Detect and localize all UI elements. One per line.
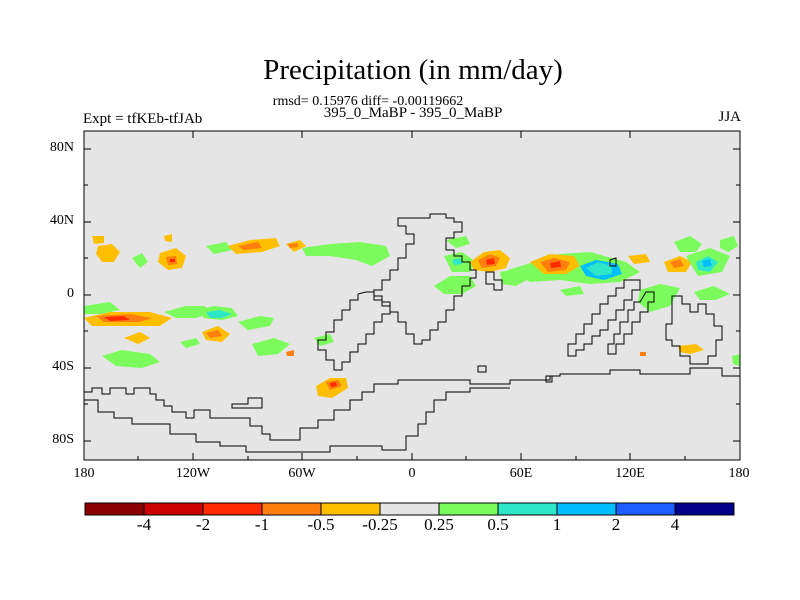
colorbar-label: -0.25 [362,515,398,534]
coastlines [84,213,740,453]
anomaly-patch [84,302,120,314]
anomaly-patch [628,254,650,264]
lat-label-eq: 0 [67,286,74,301]
coastline-india [567,279,641,357]
anomaly-patch [670,259,684,268]
anomaly-patch [446,236,470,248]
anomaly-patch [674,236,702,252]
coastline-indochina [607,291,655,355]
colorbar-swatch [438,502,499,516]
colorbar-label: 4 [670,515,680,534]
anomaly-patch [164,306,214,318]
coastline-africa [373,213,477,345]
anomaly-patch [702,259,712,267]
map-background [84,131,740,460]
lat-label-40n: 40N [49,213,74,228]
colorbar-label: -4 [136,515,152,534]
lat-label-80n: 80N [49,140,74,155]
anomaly-patch [132,253,148,268]
anomaly-patch [180,338,200,348]
anomaly-patch [238,242,262,250]
anomaly-patch [206,242,232,254]
coastline-antarctica-inner [84,387,510,453]
anomaly-patch [102,350,160,368]
anomaly-patch [452,258,462,265]
coastline-arabia [485,271,503,291]
anomaly-patch [96,244,120,262]
experiment-label: Expt = tfKEb-tfJAb [83,111,203,127]
colorbar-label: -2 [195,515,211,534]
anomaly-patch [678,344,704,354]
anomaly-patch [238,316,274,330]
anomaly-patch [288,243,298,248]
lon-label-0: 0 [408,466,416,481]
colorbar-label: 1 [552,515,562,534]
axis-ticks [84,131,740,460]
colorbar-swatch [379,502,440,516]
anomaly-patch [586,262,612,276]
lat-label-40s: 40S [52,359,74,374]
anomaly-patch [104,316,130,321]
coastline-south-america [317,291,391,371]
lon-label-60e: 60E [509,466,533,481]
chart-subtitle: 395_0_MaBP - 395_0_MaBP [323,105,503,121]
anomaly-patch [124,332,150,344]
anomaly-patch [206,310,232,318]
lon-label-120w: 120W [175,466,211,481]
anomaly-patch [92,236,104,244]
lat-label-80s: 80S [52,432,74,447]
anomaly-patch [640,352,646,356]
colorbar-swatch [320,502,381,516]
coastline-island [609,257,617,267]
colorbar-label: -0.5 [307,515,335,534]
anomaly-patch [434,276,476,294]
coastline-antarctica [84,367,740,441]
colorbar-label: 0.5 [487,515,509,534]
colorbar-label: 2 [611,515,621,534]
colorbar-label: -1 [254,515,270,534]
season-label: JJA [718,109,741,125]
colorbar-swatch [261,502,322,516]
anomaly-patch [302,242,390,266]
colorbar-swatch [143,502,204,516]
coastline-australia [665,295,723,365]
anomaly-patch [486,258,495,265]
chart-title: Precipitation (in mm/day) [263,54,563,86]
colorbar [84,502,735,516]
colorbar-swatch [497,502,558,516]
colorbar-swatch [202,502,263,516]
anomaly-patch [170,259,175,262]
coastline-island [477,365,487,373]
coastline-peninsula [231,397,263,409]
anomaly-patch [286,350,294,356]
anomaly-patch [330,382,337,387]
colorbar-swatch [674,502,735,516]
anomaly-patch [252,338,290,356]
lon-label-120e: 120E [615,466,645,481]
stats-text: rmsd= 0.15976 diff= -0.00119662 [272,94,464,109]
anomaly-patch [206,330,222,338]
anomaly-patch [550,261,561,268]
anomaly-patch [694,286,730,300]
anomaly-patch [732,354,740,366]
anomaly-patch [164,234,172,242]
colorbar-swatch [84,502,145,516]
anomaly-patch [560,286,584,296]
colorbar-label: 0.25 [424,515,454,534]
lon-label-180e: 180 [728,466,750,481]
lon-label-60w: 60W [288,466,316,481]
lon-label-180w: 180 [73,466,95,481]
colorbar-swatch [615,502,676,516]
anomaly-patch [720,236,738,252]
colorbar-swatch [556,502,617,516]
